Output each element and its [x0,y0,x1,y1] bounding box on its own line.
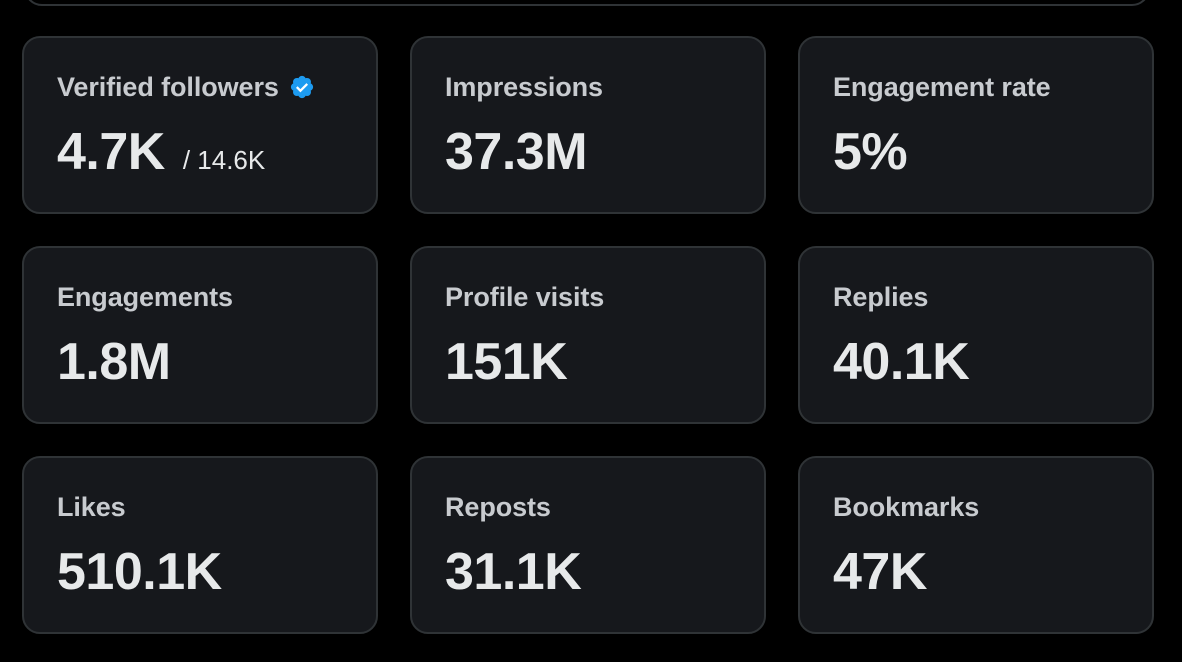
stat-card-profile-visits[interactable]: Profile visits 151K [410,246,766,424]
stat-card-impressions[interactable]: Impressions 37.3M [410,36,766,214]
stat-label: Engagements [57,282,233,312]
stat-value: 40.1K [833,333,970,391]
stat-label: Profile visits [445,282,605,312]
stat-value-row: 37.3M [445,122,764,182]
stat-value-row: 40.1K [833,332,1152,392]
stat-label: Replies [833,282,929,312]
stat-value-row: 510.1K [57,542,376,602]
stat-card-engagements[interactable]: Engagements 1.8M [22,246,378,424]
stat-value: 151K [445,333,568,391]
stat-value-row: 4.7K / 14.6K [57,122,376,182]
stat-value-row: 47K [833,542,1152,602]
stats-grid: Verified followers 4.7K / 14.6K Impressi… [22,36,1156,634]
stat-label-row: Verified followers [57,70,376,104]
verified-badge-icon [290,75,313,99]
stat-value: 1.8M [57,333,171,391]
stat-label: Reposts [445,492,551,522]
stat-card-reposts[interactable]: Reposts 31.1K [410,456,766,634]
top-panel-edge [24,0,1150,6]
stat-value: 47K [833,543,927,601]
stat-value-row: 5% [833,122,1152,182]
stat-value-row: 31.1K [445,542,764,602]
stat-value-row: 151K [445,332,764,392]
stat-value: 4.7K [57,123,165,181]
stat-subvalue: / 14.6K [182,145,266,175]
stat-label: Impressions [445,72,603,102]
stat-label: Bookmarks [833,492,980,522]
stat-label: Engagement rate [833,72,1051,102]
stat-value: 37.3M [445,123,588,181]
stat-value: 5% [833,123,908,181]
stat-value: 31.1K [445,543,582,601]
stat-card-replies[interactable]: Replies 40.1K [798,246,1154,424]
stat-card-likes[interactable]: Likes 510.1K [22,456,378,634]
stat-value: 510.1K [57,543,222,601]
stat-card-verified-followers[interactable]: Verified followers 4.7K / 14.6K [22,36,378,214]
stat-card-engagement-rate[interactable]: Engagement rate 5% [798,36,1154,214]
stat-label: Verified followers [57,72,279,102]
stat-value-row: 1.8M [57,332,376,392]
stat-label: Likes [57,492,126,522]
stat-card-bookmarks[interactable]: Bookmarks 47K [798,456,1154,634]
